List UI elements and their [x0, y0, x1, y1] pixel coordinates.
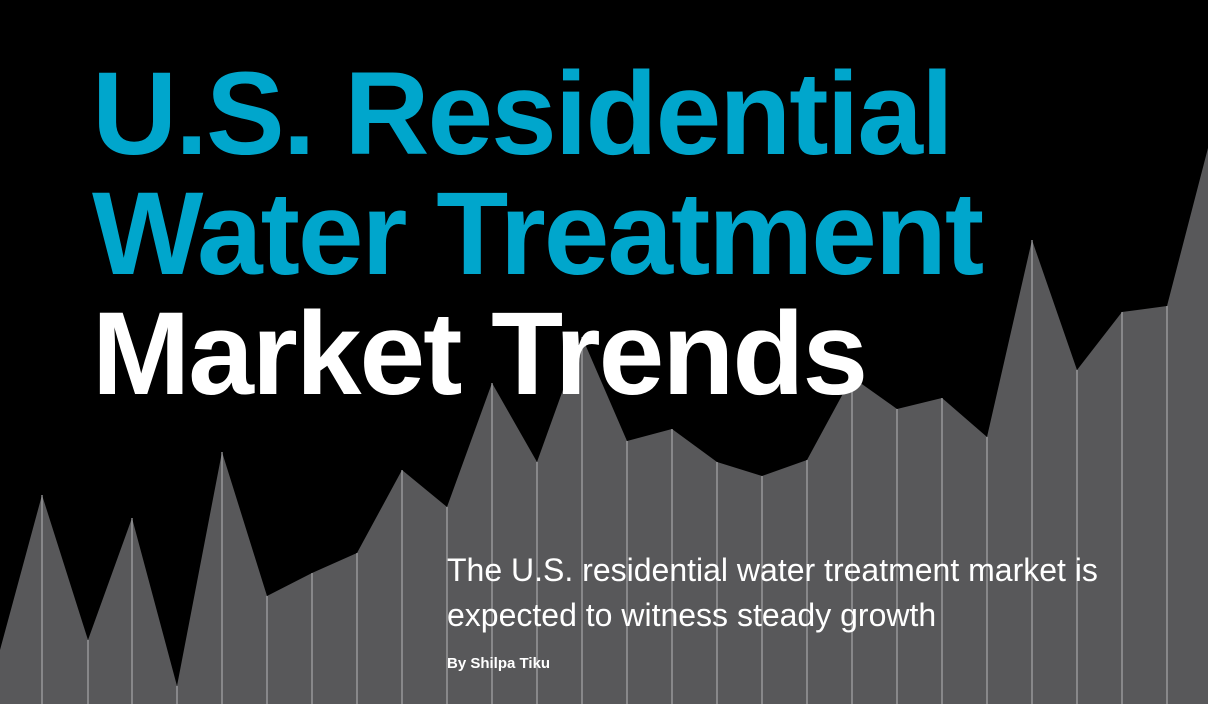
- title-line-1: U.S. Residential: [92, 48, 954, 180]
- article-subtitle: The U.S. residential water treatment mar…: [447, 552, 1098, 633]
- author-byline: By Shilpa Tiku: [447, 655, 551, 672]
- title-line-3: Market Trends: [92, 288, 868, 420]
- title-line-2: Water Treatment: [92, 168, 984, 300]
- chart-area-fill: [0, 148, 1208, 704]
